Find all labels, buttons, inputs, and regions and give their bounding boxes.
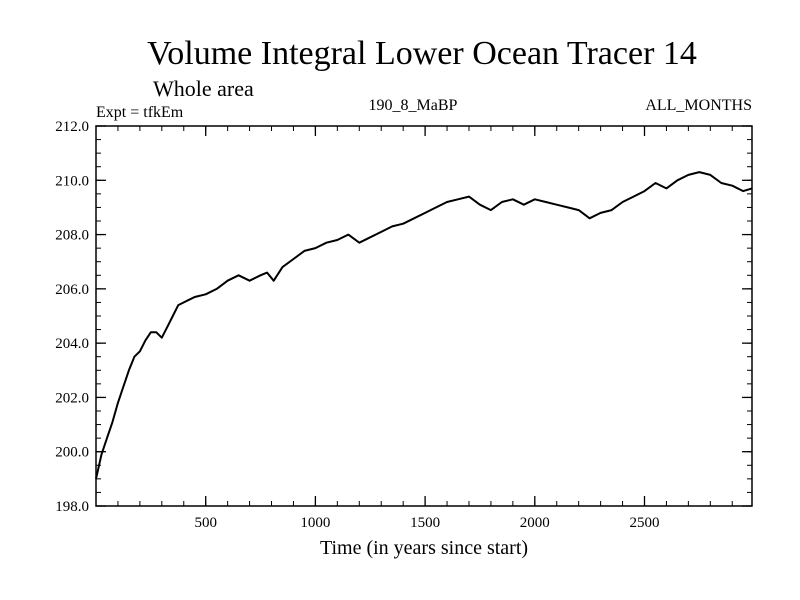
minor-ticks: [96, 126, 752, 506]
series-layer: [95, 171, 753, 480]
y-tick-label: 208.0: [55, 228, 89, 244]
y-tick-label: 202.0: [55, 390, 89, 406]
y-tick-label: 210.0: [55, 173, 89, 189]
x-tick-label: 500: [194, 515, 217, 531]
months-label: ALL_MONTHS: [645, 97, 752, 114]
y-tick-label: 198.0: [55, 499, 89, 515]
y-tick-label: 212.0: [55, 119, 89, 135]
x-axis: 500 1000 1500 2000 2500: [194, 126, 659, 531]
chart-subtitle: Whole area: [153, 76, 254, 101]
y-axis: 198.0 200.0 202.0 204.0 206.0 208.0 210.0 212.0: [55, 119, 752, 515]
chart-title: Volume Integral Lower Ocean Tracer 14: [147, 35, 697, 72]
x-tick-label: 2000: [520, 515, 550, 531]
x-tick-label: 1000: [300, 515, 330, 531]
period-label: 190_8_MaBP: [369, 97, 458, 114]
x-axis-label: Time (in years since start): [320, 537, 528, 559]
experiment-label: Expt = tfkEm: [96, 104, 184, 121]
x-tick-label: 2500: [629, 515, 659, 531]
y-tick-label: 204.0: [55, 336, 89, 352]
y-tick-label: 206.0: [55, 282, 89, 298]
plot-area-frame: [95, 125, 753, 507]
y-tick-label: 200.0: [55, 445, 89, 461]
x-tick-label: 1500: [410, 515, 440, 531]
series-line: [95, 171, 753, 480]
